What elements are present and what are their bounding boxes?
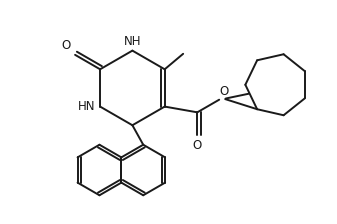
Text: O: O	[62, 39, 71, 52]
Text: NH: NH	[124, 35, 141, 48]
Text: O: O	[193, 139, 202, 152]
Text: HN: HN	[78, 100, 95, 113]
Text: O: O	[220, 85, 229, 98]
